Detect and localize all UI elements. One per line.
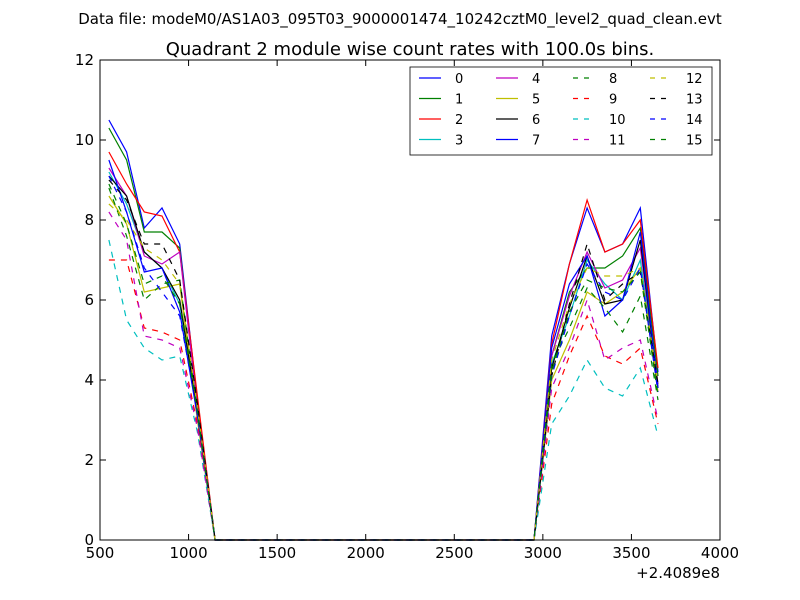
chart-suptitle: Data file: modeM0/AS1A03_095T03_90000014… — [78, 10, 722, 29]
x-tick-label: 500 — [86, 544, 115, 562]
y-tick-label: 8 — [84, 211, 94, 229]
x-tick-label: 4000 — [701, 544, 739, 562]
chart-title: Quadrant 2 module wise count rates with … — [166, 39, 655, 60]
x-tick-label: 2000 — [347, 544, 385, 562]
y-tick-label: 6 — [84, 291, 94, 309]
legend-label-15: 15 — [686, 134, 703, 149]
y-tick-label: 2 — [84, 451, 94, 469]
x-offset-label: +2.4089e8 — [636, 564, 720, 582]
x-tick-label: 2500 — [435, 544, 473, 562]
y-tick-label: 0 — [84, 531, 94, 549]
legend-label-8: 8 — [609, 72, 617, 87]
legend-label-1: 1 — [455, 93, 463, 108]
plot-frame — [99, 59, 721, 541]
legend-label-2: 2 — [455, 113, 463, 128]
series-line-12 — [108, 203, 659, 541]
legend-label-9: 9 — [609, 93, 617, 108]
legend-label-5: 5 — [532, 93, 540, 108]
x-tick-label: 1500 — [258, 544, 296, 562]
legend-label-13: 13 — [686, 93, 703, 108]
legend-label-4: 4 — [532, 72, 540, 87]
y-tick-label: 4 — [84, 371, 94, 389]
legend-label-12: 12 — [686, 72, 703, 87]
legend-frame — [409, 66, 713, 156]
y-tick-label: 10 — [75, 131, 94, 149]
legend-label-3: 3 — [455, 134, 463, 149]
legend-label-14: 14 — [686, 113, 703, 128]
legend-label-11: 11 — [609, 134, 626, 149]
legend-label-7: 7 — [532, 134, 540, 149]
y-tick-label: 12 — [75, 51, 94, 69]
series-line-13 — [108, 179, 659, 541]
legend-label-10: 10 — [609, 113, 626, 128]
series-line-10 — [108, 239, 659, 541]
x-tick-label: 3500 — [612, 544, 650, 562]
legend-label-0: 0 — [455, 72, 463, 87]
x-tick-label: 3000 — [524, 544, 562, 562]
legend-label-6: 6 — [532, 113, 540, 128]
x-tick-label: 1000 — [169, 544, 207, 562]
